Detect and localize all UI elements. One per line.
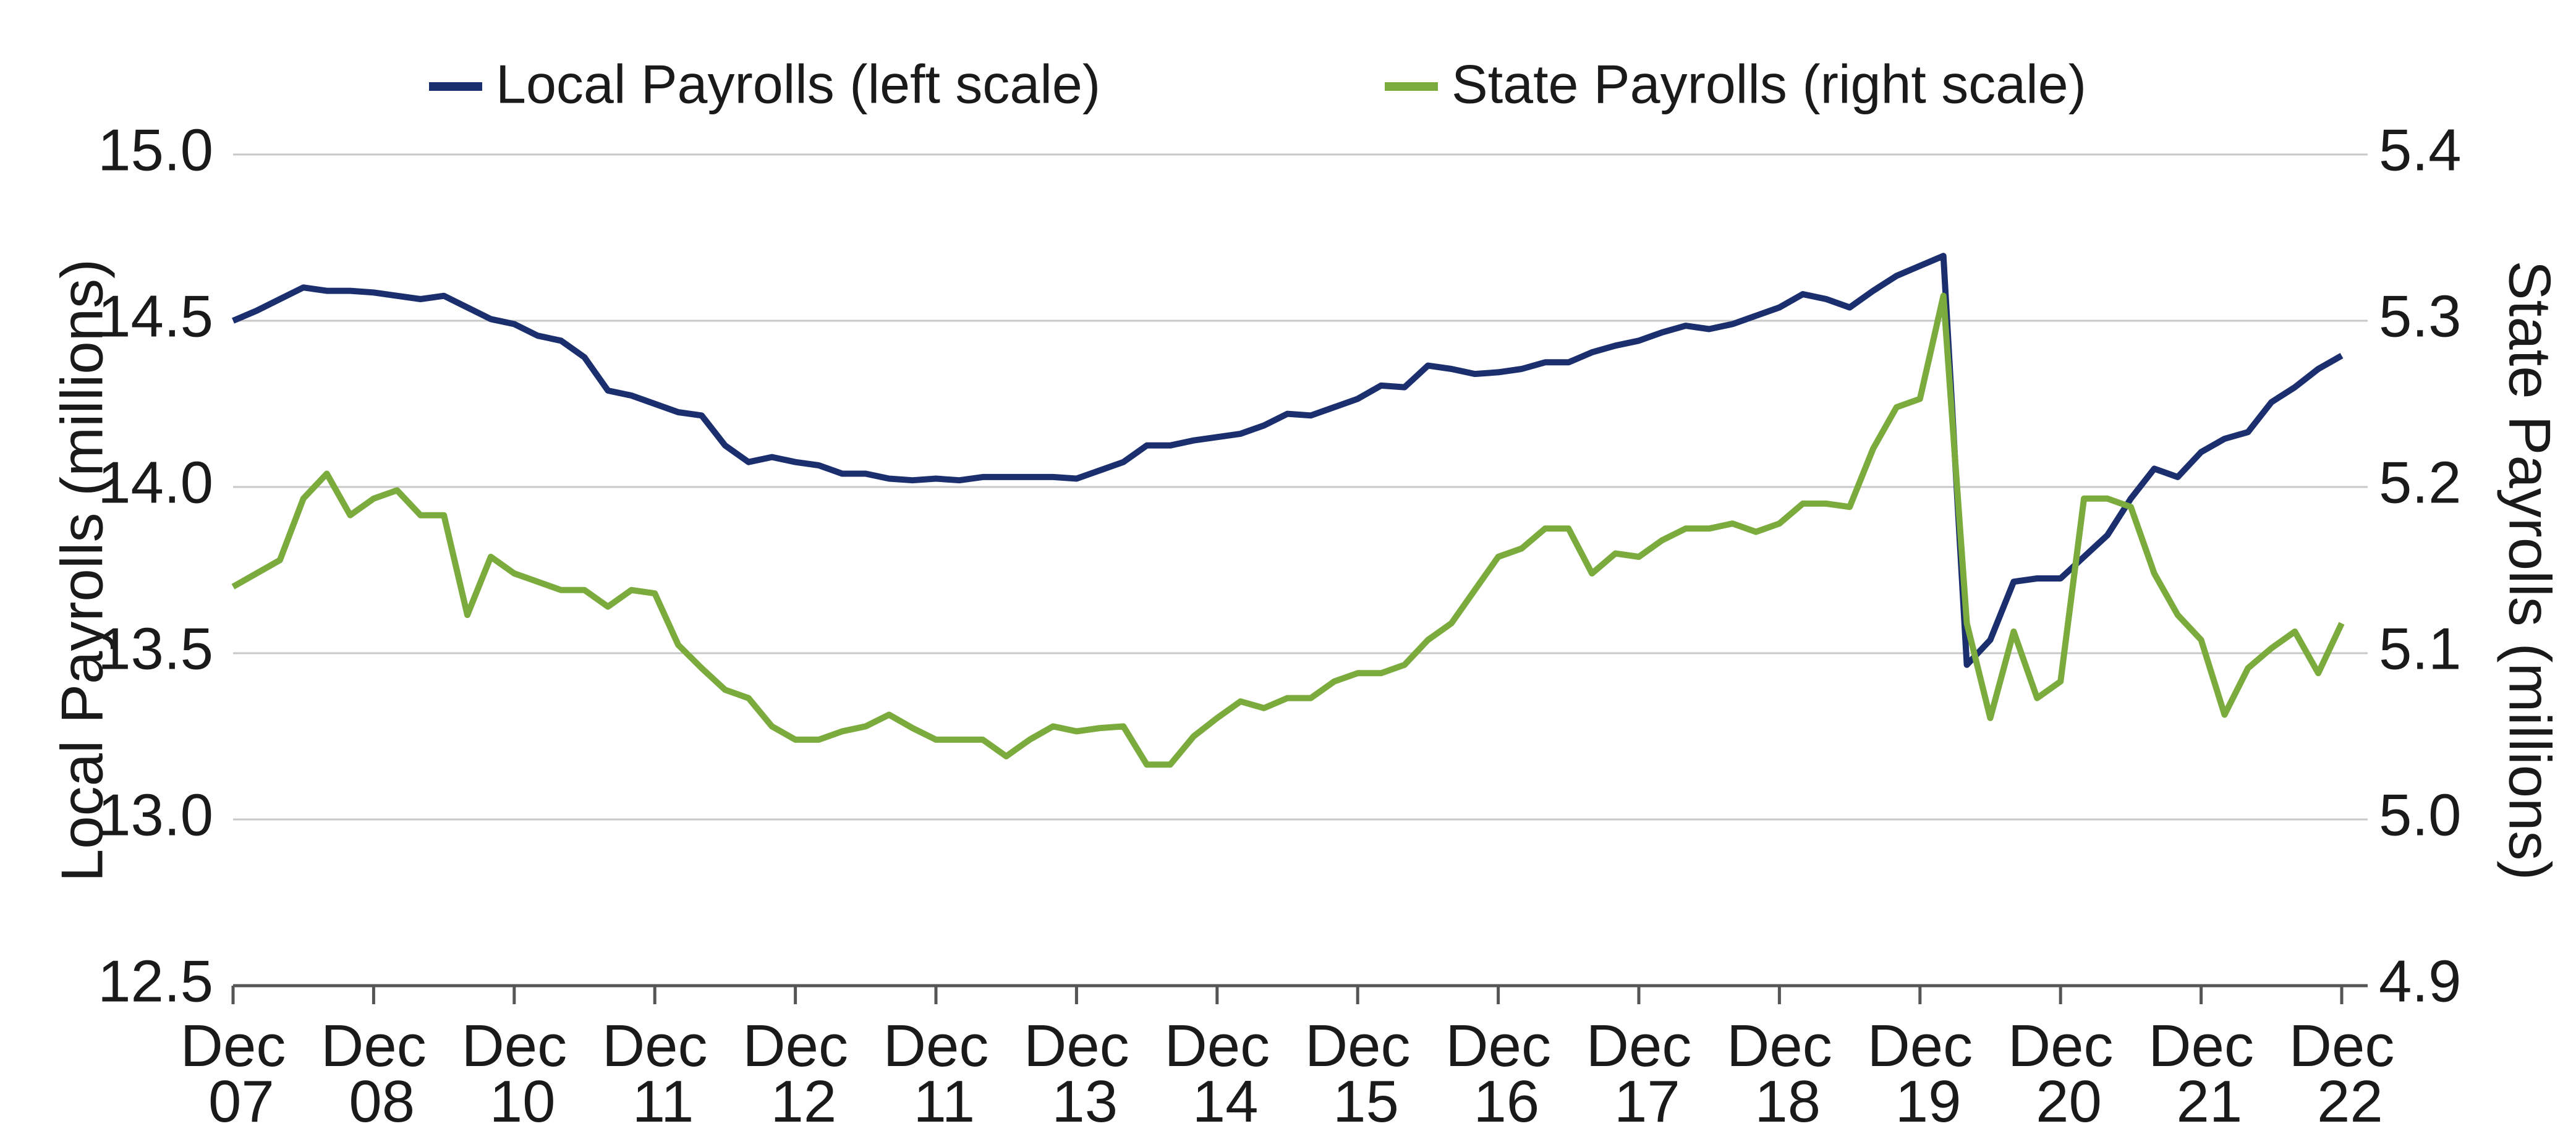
y-tick-label: 12.5 <box>98 948 213 1014</box>
y2-tick-label: 5.1 <box>2379 616 2461 682</box>
x-tick-label: Dec 11 <box>883 1013 989 1134</box>
x-tick-label: Dec 14 <box>1164 1013 1270 1134</box>
series-line <box>232 253 2344 668</box>
y2-tick-label: 5.0 <box>2379 782 2461 848</box>
x-tick-label: Dec 07 <box>181 1013 286 1134</box>
x-tick-label: Dec 17 <box>1586 1013 1692 1134</box>
y-tick-label: 15.0 <box>98 117 213 183</box>
x-tick-label: Dec 08 <box>321 1013 427 1134</box>
x-tick-label: Dec 12 <box>742 1013 848 1134</box>
x-tick-label: Dec 20 <box>2008 1013 2114 1134</box>
legend-label: Local Payrolls (left scale) <box>496 53 1100 114</box>
x-tick-label: Dec 15 <box>1305 1013 1411 1134</box>
y2-tick-label: 5.4 <box>2379 117 2461 183</box>
y-tick-label: 14.5 <box>98 283 213 349</box>
x-tick-label: Dec 11 <box>602 1013 708 1134</box>
y-axis-title: Local Payrolls (millions) <box>49 259 115 882</box>
y2-tick-label: 5.2 <box>2379 449 2461 515</box>
y-tick-label: 13.5 <box>98 616 213 682</box>
y2-tick-label: 4.9 <box>2379 948 2461 1014</box>
x-tick-label: Dec 22 <box>2289 1013 2395 1134</box>
x-tick-label: Dec 18 <box>1727 1013 1832 1134</box>
series-line <box>231 292 2345 768</box>
y2-axis-title: State Payrolls (millions) <box>2497 261 2563 881</box>
x-tick-label: Dec 16 <box>1445 1013 1551 1134</box>
y-tick-label: 13.0 <box>98 782 213 848</box>
y2-tick-label: 5.3 <box>2379 283 2461 349</box>
x-tick-label: Dec 13 <box>1024 1013 1129 1134</box>
x-tick-label: Dec 10 <box>461 1013 567 1134</box>
x-tick-label: Dec 19 <box>1867 1013 1973 1134</box>
legend-label: State Payrolls (right scale) <box>1452 53 2086 114</box>
y-tick-label: 14.0 <box>98 449 213 515</box>
x-tick-label: Dec 21 <box>2148 1013 2254 1134</box>
